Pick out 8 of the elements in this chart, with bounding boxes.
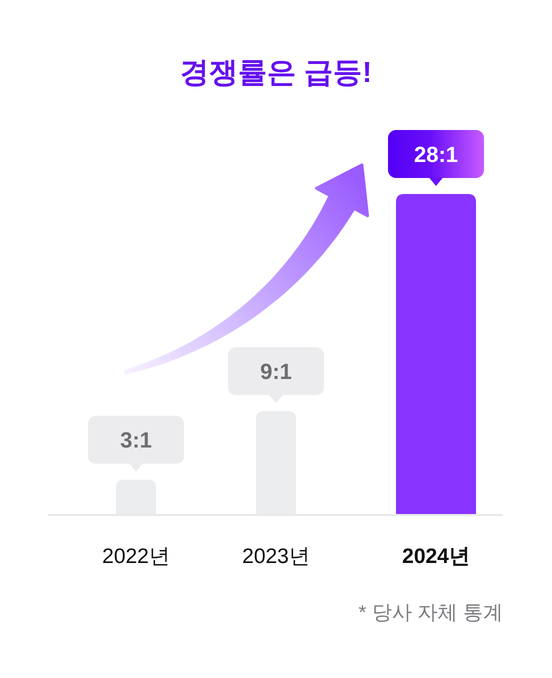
data-label: 9:1 xyxy=(260,359,292,384)
chart-title: 경쟁률은 급등! xyxy=(180,57,372,89)
x-tick-label: 2024년 xyxy=(402,545,470,568)
x-tick-label: 2022년 xyxy=(102,545,170,568)
text: * 당사 자체 통계 xyxy=(358,602,503,624)
data-label: 3:1 xyxy=(120,428,152,453)
x-tick-label: 2023년 xyxy=(242,545,310,568)
data-label: 28:1 xyxy=(414,142,458,167)
